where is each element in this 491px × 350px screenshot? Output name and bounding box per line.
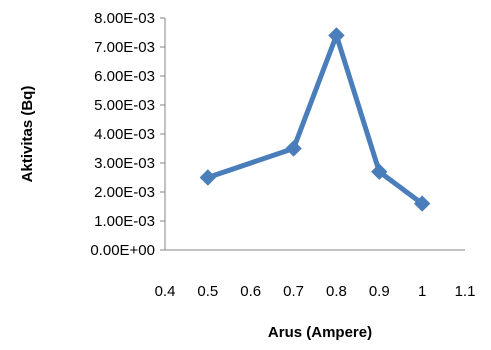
y-axis-ticks: 0.00E+00 1.00E-03 2.00E-03 3.00E-03 4.00E-03… [90, 10, 165, 259]
data-point-marker [371, 163, 388, 180]
x-tick-label: 1.1 [455, 283, 476, 300]
y-tick-label: 4.00E-03 [94, 126, 155, 143]
y-tick-label: 3.00E-03 [94, 155, 155, 172]
y-tick-label: 8.00E-03 [94, 10, 155, 27]
x-tick-label: 0.5 [197, 283, 218, 300]
x-tick-label: 0.7 [283, 283, 304, 300]
x-tick-label: 0.8 [326, 283, 347, 300]
data-point-marker [285, 140, 302, 157]
y-tick-label: 6.00E-03 [94, 68, 155, 85]
x-axis-title: Arus (Ampere) [268, 324, 372, 341]
x-tick-label: 1 [418, 283, 426, 300]
series-layer [199, 27, 431, 212]
x-tick-label: 0.9 [369, 283, 390, 300]
data-point-marker [328, 27, 345, 44]
x-tick-label: 0.4 [155, 283, 176, 300]
y-tick-label: 5.00E-03 [94, 97, 155, 114]
y-axis-title: Aktivitas (Bq) [19, 86, 36, 183]
series-line [205, 32, 425, 207]
data-point-marker [413, 195, 431, 212]
y-tick-label: 2.00E-03 [94, 184, 155, 201]
x-axis-ticks: 0.4 0.5 0.6 0.7 0.8 0.9 1 1.1 [155, 283, 476, 300]
data-point-marker [199, 169, 217, 186]
y-tick-label: 7.00E-03 [94, 39, 155, 56]
x-tick-label: 0.6 [240, 283, 261, 300]
y-tick-label: 1.00E-03 [94, 213, 155, 230]
y-tick-label: 0.00E+00 [90, 242, 155, 259]
